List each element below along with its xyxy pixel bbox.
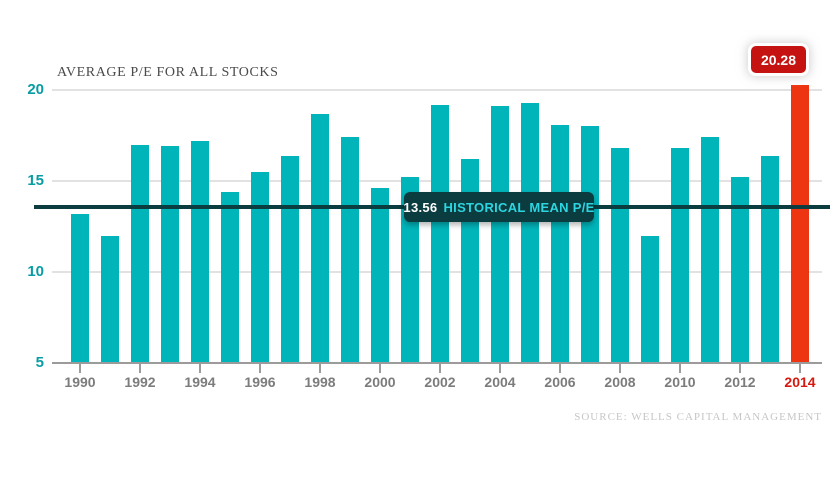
bar-2004 xyxy=(491,106,509,363)
bar-2006 xyxy=(551,124,569,363)
y-axis-label-10: 10 xyxy=(27,263,44,280)
bar-2013 xyxy=(761,155,779,363)
bar-1994 xyxy=(191,140,209,363)
bar-1992 xyxy=(131,144,149,363)
x-tick-2008 xyxy=(619,364,621,373)
x-axis-label-2012: 2012 xyxy=(724,374,756,390)
x-tick-1998 xyxy=(319,364,321,373)
bar-2005 xyxy=(521,102,539,363)
bar-2014 xyxy=(791,84,809,363)
bar-2000 xyxy=(371,188,389,363)
x-tick-1996 xyxy=(259,364,261,373)
x-tick-1994 xyxy=(199,364,201,373)
source-credit: SOURCE: WELLS CAPITAL MANAGEMENT xyxy=(574,411,822,423)
x-tick-2006 xyxy=(559,364,561,373)
bar-2011 xyxy=(701,137,719,363)
x-axis-label-2008: 2008 xyxy=(604,374,636,390)
x-axis-label-2004: 2004 xyxy=(484,374,516,390)
bar-2003 xyxy=(461,159,479,363)
bar-2009 xyxy=(641,235,659,363)
x-axis-label-1996: 1996 xyxy=(244,374,276,390)
x-axis-label-1992: 1992 xyxy=(124,374,156,390)
x-axis-line xyxy=(52,362,822,364)
x-tick-2010 xyxy=(679,364,681,373)
x-axis-label-2000: 2000 xyxy=(364,374,396,390)
bar-1998 xyxy=(311,113,329,363)
x-tick-1990 xyxy=(79,364,81,373)
bar-1990 xyxy=(71,213,89,363)
chart-title: AVERAGE P/E FOR ALL STOCKS xyxy=(57,65,279,80)
x-axis-label-1990: 1990 xyxy=(64,374,96,390)
bar-1995 xyxy=(221,191,239,363)
bar-1993 xyxy=(161,146,179,363)
bar-1997 xyxy=(281,155,299,363)
x-tick-2014 xyxy=(799,364,801,373)
historical-mean-text: HISTORICAL MEAN P/E xyxy=(443,199,595,215)
bar-1991 xyxy=(101,235,119,363)
x-axis-label-1994: 1994 xyxy=(184,374,216,390)
x-tick-2004 xyxy=(499,364,501,373)
y-axis-label-5: 5 xyxy=(35,354,44,371)
bar-2008 xyxy=(611,148,629,363)
historical-mean-value: 13.56 xyxy=(403,199,438,215)
x-axis-label-2006: 2006 xyxy=(544,374,576,390)
x-tick-1992 xyxy=(139,364,141,373)
bar-1996 xyxy=(251,171,269,363)
bar-2001 xyxy=(401,177,419,363)
x-axis-label-2014: 2014 xyxy=(784,374,816,390)
x-axis-label-1998: 1998 xyxy=(304,374,336,390)
bar-2012 xyxy=(731,177,749,363)
gridline-20 xyxy=(52,89,822,91)
y-axis-label-15: 15 xyxy=(27,172,44,189)
bar-2002 xyxy=(431,104,449,363)
bar-1999 xyxy=(341,137,359,363)
y-axis-label-20: 20 xyxy=(27,81,44,98)
historical-mean-label: 13.56 HISTORICAL MEAN P/E xyxy=(403,192,595,222)
x-axis-label-2010: 2010 xyxy=(664,374,696,390)
x-axis-label-2002: 2002 xyxy=(424,374,456,390)
x-tick-2000 xyxy=(379,364,381,373)
bar-2010 xyxy=(671,148,689,363)
x-tick-2012 xyxy=(739,364,741,373)
peak-value-badge: 20.28 xyxy=(751,46,806,73)
bar-2007 xyxy=(581,126,599,363)
x-tick-2002 xyxy=(439,364,441,373)
